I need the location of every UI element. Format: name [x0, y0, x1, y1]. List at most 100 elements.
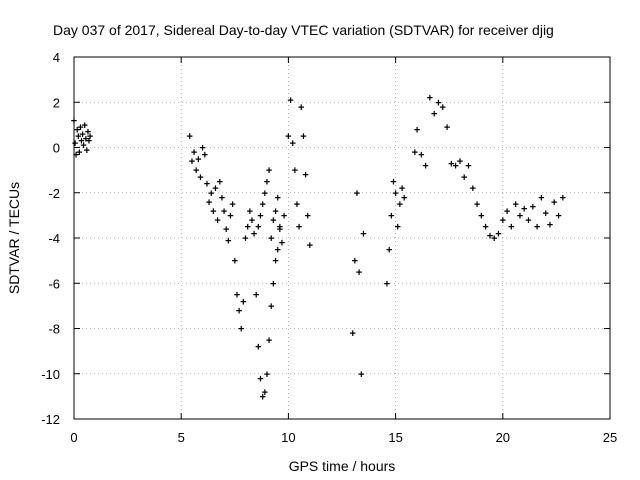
data-point: +: [272, 206, 278, 218]
data-point: +: [204, 179, 210, 191]
chart-title: Day 037 of 2017, Sidereal Day-to-day VTE…: [53, 22, 554, 38]
x-tick-label: 0: [70, 430, 77, 445]
data-point: +: [542, 208, 548, 220]
data-point: +: [395, 222, 401, 234]
data-point: +: [74, 124, 80, 136]
data-point: +: [251, 228, 257, 240]
data-point: +: [551, 197, 557, 209]
data-point: +: [217, 176, 223, 188]
data-point: +: [227, 210, 233, 222]
data-point: +: [307, 240, 313, 252]
data-point: +: [304, 210, 310, 222]
data-point: +: [199, 143, 205, 155]
data-point: +: [223, 224, 229, 236]
data-point: +: [356, 267, 362, 279]
data-point: +: [508, 222, 514, 234]
data-point: +: [232, 256, 238, 268]
data-point: +: [255, 222, 261, 234]
y-tick-label: 0: [53, 141, 60, 156]
y-tick-label: -6: [48, 276, 60, 291]
data-point: +: [208, 188, 214, 200]
data-point: +: [285, 131, 291, 143]
data-point: +: [274, 244, 280, 256]
data-point: +: [294, 199, 300, 211]
data-point: +: [512, 199, 518, 211]
data-point: +: [547, 219, 553, 231]
data-point: +: [84, 145, 90, 157]
data-point: +: [189, 156, 195, 168]
data-point: +: [392, 188, 398, 200]
data-point: +: [401, 192, 407, 204]
data-point: +: [358, 369, 364, 381]
data-point: +: [262, 387, 268, 399]
data-point: +: [270, 215, 276, 227]
x-tick-label: 10: [281, 430, 295, 445]
x-tick-label: 5: [178, 430, 185, 445]
y-tick-label: -12: [41, 412, 60, 427]
data-point: +: [268, 301, 274, 313]
data-point: +: [525, 215, 531, 227]
data-point: +: [277, 222, 283, 234]
data-point: +: [73, 149, 79, 161]
data-point: +: [221, 206, 227, 218]
data-point: +: [287, 95, 293, 107]
data-point: +: [85, 127, 91, 139]
data-point: +: [210, 206, 216, 218]
data-point: +: [495, 228, 501, 240]
data-point: +: [240, 296, 246, 308]
data-point: +: [418, 149, 424, 161]
data-point: +: [214, 215, 220, 227]
data-point: +: [427, 93, 433, 105]
data-point: +: [452, 161, 458, 173]
data-point: +: [247, 206, 253, 218]
data-point: +: [274, 192, 280, 204]
data-points: ++++++++++++++++ ++++++++++++++++++++++++…: [71, 93, 566, 404]
data-point: +: [80, 140, 86, 152]
data-point: +: [412, 147, 418, 159]
data-point: +: [229, 199, 235, 211]
data-point: +: [500, 215, 506, 227]
data-point: +: [193, 165, 199, 177]
data-point: +: [238, 324, 244, 336]
y-tick-label: -4: [48, 231, 60, 246]
data-point: +: [521, 204, 527, 216]
data-point: +: [236, 305, 242, 317]
data-point: +: [461, 172, 467, 184]
y-tick-label: -8: [48, 322, 60, 337]
x-tick-label: 25: [603, 430, 617, 445]
data-point: +: [257, 210, 263, 222]
data-point: +: [491, 233, 497, 245]
data-point: +: [555, 210, 561, 222]
data-point: +: [75, 131, 81, 143]
data-point: +: [390, 176, 396, 188]
data-point: +: [264, 176, 270, 188]
data-point: +: [302, 170, 308, 182]
data-point: +: [79, 129, 85, 141]
data-point: +: [197, 172, 203, 184]
data-point: +: [300, 131, 306, 143]
data-point: +: [202, 149, 208, 161]
data-point: +: [191, 147, 197, 159]
data-point: +: [187, 131, 193, 143]
data-point: +: [560, 192, 566, 204]
data-point: +: [530, 201, 536, 213]
data-point: +: [448, 158, 454, 170]
data-point: +: [292, 165, 298, 177]
data-point: +: [435, 97, 441, 109]
data-point: +: [386, 244, 392, 256]
data-point: +: [259, 199, 265, 211]
x-tick-label: 15: [388, 430, 402, 445]
data-point: +: [354, 188, 360, 200]
y-tick-label: -2: [48, 186, 60, 201]
data-point: +: [470, 183, 476, 195]
data-point: +: [76, 147, 82, 159]
data-point: +: [225, 235, 231, 247]
data-point: +: [388, 210, 394, 222]
data-point: +: [384, 278, 390, 290]
data-point: +: [264, 369, 270, 381]
data-point: +: [219, 192, 225, 204]
x-axis-label: GPS time / hours: [289, 458, 396, 474]
data-point: +: [78, 136, 84, 148]
data-point: +: [71, 115, 77, 127]
